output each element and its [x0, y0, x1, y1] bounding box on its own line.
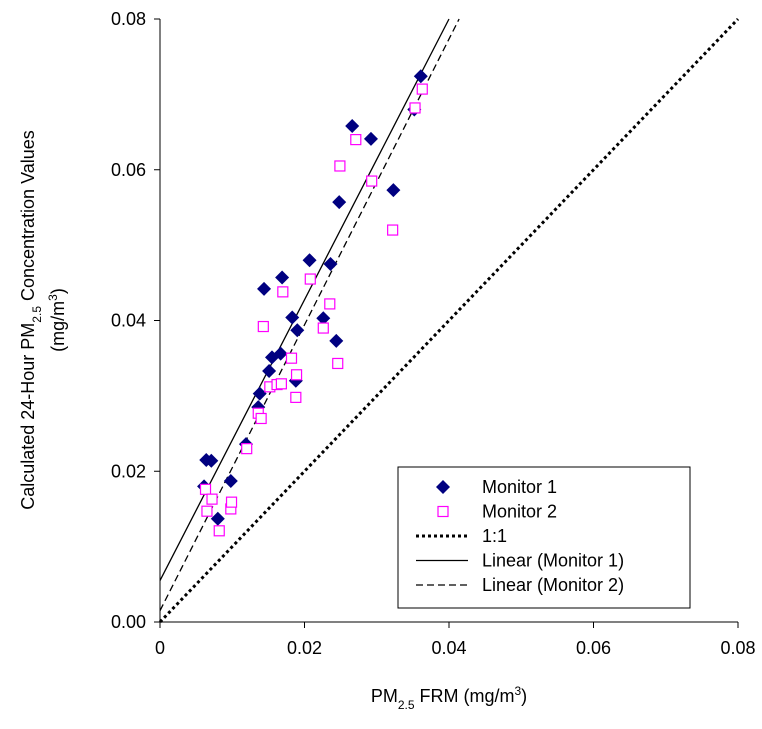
- square-marker: [199, 483, 212, 495]
- y-axis-label-part: 3: [46, 294, 60, 301]
- square-marker: [201, 505, 213, 517]
- diamond-marker: [436, 480, 450, 494]
- diamond-marker: [316, 311, 331, 326]
- square-marker: [241, 443, 253, 455]
- diamond-marker: [329, 333, 344, 348]
- square-marker: [277, 286, 289, 298]
- y-tick-label: 0.06: [111, 160, 146, 180]
- x-axis-label-part: FRM (mg/m: [415, 686, 515, 706]
- diamond-marker: [223, 474, 238, 489]
- square-marker: [213, 525, 225, 537]
- line-series: [158, 17, 740, 624]
- square-marker: [366, 175, 378, 187]
- diamond-marker: [275, 270, 290, 285]
- square-marker: [317, 322, 329, 334]
- diamond-marker: [302, 253, 317, 268]
- square-marker: [350, 134, 362, 146]
- square-marker: [285, 352, 298, 364]
- legend-label: 1:1: [482, 526, 507, 546]
- diamond-marker: [386, 183, 401, 198]
- y-axis-label: (mg/m3): [46, 288, 68, 352]
- square-marker: [437, 505, 449, 518]
- diamond-marker: [204, 453, 219, 468]
- diamond-marker: [257, 281, 272, 296]
- diamond-marker: [413, 69, 428, 84]
- y-tick-label: 0.00: [111, 612, 146, 632]
- diamond-marker: [273, 346, 288, 361]
- square-marker: [275, 378, 287, 390]
- square-marker: [225, 496, 238, 508]
- diamond-marker: [323, 256, 338, 271]
- legend-label: Linear (Monitor 2): [482, 575, 624, 595]
- diamond-marker: [285, 310, 300, 325]
- y-tick-label: 0.04: [111, 311, 146, 331]
- y-axis-label: Calculated 24-Hour PM2.5 Concentration V…: [18, 130, 44, 510]
- legend-label: Monitor 1: [482, 477, 557, 497]
- diamond-marker: [363, 131, 378, 146]
- x-axis-label: PM2.5 FRM (mg/m3): [371, 684, 527, 712]
- x-axis-label-part: ): [521, 686, 527, 706]
- y-axis-label-part: 2.5: [30, 306, 44, 323]
- square-marker: [334, 160, 346, 172]
- y-axis-label-part: (mg/m: [48, 301, 68, 352]
- y-axis-label-part: ): [48, 288, 68, 294]
- x-axis-label-part: 3: [514, 684, 521, 698]
- diamond-marker: [210, 511, 225, 526]
- diamond-marker: [252, 386, 267, 401]
- x-axis-label-part: 2.5: [398, 698, 415, 712]
- legend-label: Linear (Monitor 1): [482, 551, 624, 571]
- square-marker: [409, 102, 421, 114]
- y-axis-label-part: Concentration Values: [18, 130, 38, 306]
- square-marker: [304, 273, 316, 285]
- square-marker: [257, 320, 269, 333]
- square-marker: [206, 493, 218, 505]
- square-marker: [255, 412, 267, 425]
- x-tick-label: 0.06: [576, 638, 611, 658]
- diamond-marker: [262, 364, 277, 379]
- x-tick-label: 0.02: [287, 638, 322, 658]
- y-tick-label: 0.02: [111, 461, 146, 481]
- square-marker: [416, 83, 428, 95]
- diamond-marker: [332, 195, 347, 210]
- diamond-marker: [290, 323, 305, 338]
- diamond-marker: [345, 119, 360, 134]
- square-marker: [324, 298, 336, 310]
- legend-label: Monitor 2: [482, 502, 557, 522]
- y-tick-label: 0.08: [111, 9, 146, 29]
- x-tick-label: 0.04: [431, 638, 466, 658]
- x-tick-label: 0.08: [720, 638, 755, 658]
- square-marker: [290, 369, 303, 381]
- square-marker: [332, 357, 344, 370]
- square-marker: [290, 391, 302, 403]
- square-marker: [387, 224, 399, 236]
- x-tick-label: 0: [155, 638, 165, 658]
- x-axis-label-part: PM: [371, 686, 398, 706]
- y-axis-label-part: Calculated 24-Hour PM: [18, 323, 38, 510]
